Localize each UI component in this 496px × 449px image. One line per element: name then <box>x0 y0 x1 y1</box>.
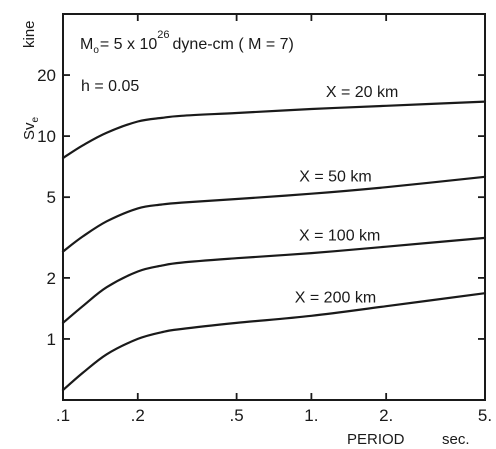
y-axis-label-sub: e <box>30 116 41 122</box>
y-tick-label: 5 <box>47 188 56 207</box>
x-tick-label: 2. <box>379 406 393 425</box>
damping-annotation: h = 0.05 <box>81 78 139 95</box>
x-axis-unit: sec. <box>442 431 470 448</box>
series-line <box>61 236 487 324</box>
x-tick-label: 5. <box>478 406 492 425</box>
series-label: X = 100 km <box>299 228 380 245</box>
y-axis-unit-group: kine <box>21 20 38 48</box>
series-line <box>61 175 487 253</box>
tick-labels: .1 .2 .5 1. 2. 5. 1 2 5 10 20 <box>37 66 492 425</box>
y-axis-title: Sve <box>21 116 41 140</box>
series-labels: X = 20 km X = 50 km X = 100 km X = 200 km <box>295 84 399 307</box>
y-tick-label: 20 <box>37 66 56 85</box>
x-tick-label: .5 <box>230 406 244 425</box>
series-line <box>61 292 487 392</box>
moment-annotation: Mo= 5 x 1026dyne-cm ( M = 7) <box>80 29 294 56</box>
series-group <box>61 100 487 392</box>
y-tick-label: 10 <box>37 127 56 146</box>
plot-frame <box>62 13 486 401</box>
y-axis-unit: kine <box>21 20 38 48</box>
svg-text:Sve: Sve <box>21 116 41 140</box>
series-label: X = 50 km <box>299 169 371 186</box>
series-label: X = 20 km <box>326 84 398 101</box>
y-axis-label: Sv <box>21 122 38 140</box>
y-tick-label: 1 <box>47 330 56 349</box>
x-tick-label: .1 <box>56 406 70 425</box>
x-axis-label: PERIOD <box>347 431 405 448</box>
x-tick-label: 1. <box>304 406 318 425</box>
x-tick-label: .2 <box>131 406 145 425</box>
axis-ticks <box>62 14 486 400</box>
series-line <box>61 100 487 160</box>
y-tick-label: 2 <box>47 269 56 288</box>
series-label: X = 200 km <box>295 290 376 307</box>
